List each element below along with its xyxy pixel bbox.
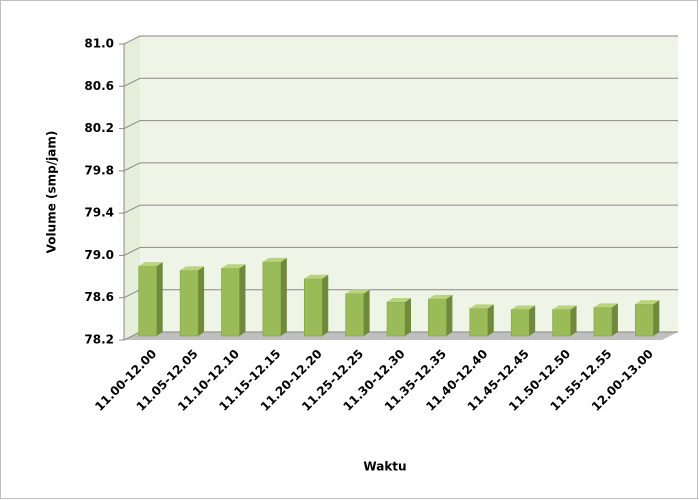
y-tick-label: 79.8 bbox=[84, 163, 114, 177]
bar bbox=[552, 309, 571, 337]
bar-side bbox=[156, 262, 163, 336]
bar-side bbox=[405, 298, 411, 336]
grid-line bbox=[123, 246, 141, 256]
bar bbox=[386, 301, 406, 337]
bar-side bbox=[611, 303, 618, 336]
bar bbox=[221, 267, 240, 337]
bar-side bbox=[529, 305, 536, 336]
bar-side bbox=[363, 289, 370, 336]
y-tick-label: 81.0 bbox=[84, 37, 114, 51]
bar-top bbox=[428, 294, 453, 299]
bar-side bbox=[446, 294, 453, 336]
bar bbox=[345, 293, 364, 337]
bar bbox=[635, 303, 654, 337]
bar-top bbox=[221, 264, 246, 269]
bar-side bbox=[280, 257, 287, 336]
bar-side bbox=[570, 305, 577, 336]
x-axis-title: Waktu bbox=[363, 460, 406, 474]
bar-top bbox=[552, 305, 577, 310]
back-wall bbox=[140, 36, 678, 332]
bar-top bbox=[262, 257, 287, 262]
y-tick-label: 79.4 bbox=[84, 206, 114, 220]
bar-top bbox=[469, 304, 494, 309]
bar-side bbox=[322, 274, 329, 336]
bar-top bbox=[511, 305, 536, 310]
side-wall bbox=[124, 36, 140, 340]
bar-top bbox=[345, 289, 370, 294]
y-tick-label: 80.2 bbox=[84, 121, 114, 135]
bar-top bbox=[387, 298, 411, 303]
grid-line bbox=[123, 331, 141, 341]
bar-top bbox=[593, 303, 618, 308]
bar-side bbox=[239, 264, 246, 336]
grid-line bbox=[123, 162, 141, 172]
bar-side bbox=[487, 304, 494, 336]
bar bbox=[138, 265, 157, 337]
bar-side bbox=[653, 300, 660, 336]
y-tick-label: 79.0 bbox=[84, 248, 114, 262]
bar-top bbox=[180, 266, 205, 271]
grid-line bbox=[123, 35, 141, 45]
y-tick-label: 78.6 bbox=[84, 290, 114, 304]
grid-line bbox=[123, 289, 141, 299]
bar-top bbox=[635, 300, 660, 305]
bar bbox=[262, 261, 282, 337]
bar bbox=[179, 270, 199, 337]
grid-line bbox=[123, 120, 141, 130]
grid-line bbox=[123, 77, 141, 87]
bar-side bbox=[198, 266, 205, 336]
y-axis-title: Volume (smp/jam) bbox=[45, 131, 59, 254]
bar bbox=[428, 298, 447, 337]
bar bbox=[593, 307, 613, 337]
bar bbox=[510, 309, 530, 337]
y-tick-label: 78.2 bbox=[84, 333, 114, 347]
y-tick-label: 80.6 bbox=[84, 79, 114, 93]
bar bbox=[303, 278, 323, 337]
bar-top bbox=[138, 262, 163, 267]
grid-line bbox=[123, 204, 141, 214]
bar bbox=[469, 308, 489, 337]
bar-top bbox=[304, 274, 329, 279]
